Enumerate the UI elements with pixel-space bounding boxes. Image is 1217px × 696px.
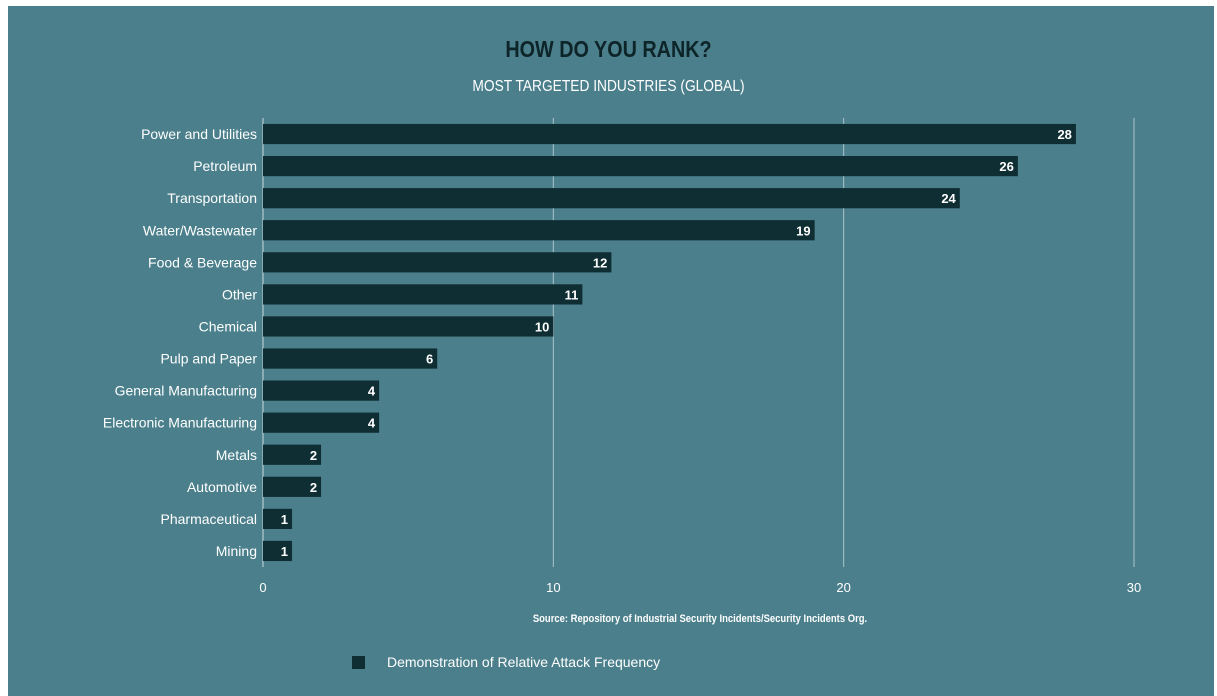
data-label: 26 [999,159,1013,174]
category-label: Power and Utilities [141,126,257,142]
category-label: Transportation [167,190,257,206]
bar [263,252,612,273]
category-label: Other [222,286,257,302]
category-label: Electronic Manufacturing [103,415,257,431]
data-label: 1 [281,512,288,527]
bar [263,540,293,562]
category-label: Metals [216,447,257,463]
category-label: Mining [216,543,257,559]
x-tick-label: 30 [1127,580,1141,595]
category-label: Petroleum [193,158,257,174]
chart-title: HOW DO YOU RANK? [505,36,712,62]
data-label: 28 [1057,127,1071,142]
x-tick-label: 0 [259,580,266,595]
x-tick-label: 10 [546,580,560,595]
bar [263,444,322,465]
data-label: 10 [535,319,549,334]
bar [263,156,1018,177]
bar [263,508,293,529]
data-label: 4 [368,384,376,399]
legend-swatch [352,655,365,669]
gridlines [262,118,1135,567]
bar [263,412,380,433]
data-label: 2 [310,448,317,463]
data-label: 1 [281,544,288,559]
chart-subtitle: MOST TARGETED INDUSTRIES (GLOBAL) [472,78,745,95]
bar [263,188,960,209]
category-label: Food & Beverage [148,254,257,270]
bar [263,220,815,241]
source-note: Source: Repository of Industrial Securit… [532,613,868,625]
bar [263,476,322,497]
legend-label: Demonstration of Relative Attack Frequen… [387,654,661,670]
data-label: 4 [368,416,376,431]
category-label: General Manufacturing [115,383,257,399]
data-label: 12 [593,255,607,270]
bar [263,123,1076,145]
data-label: 6 [426,352,433,367]
category-label: Automotive [187,479,257,495]
data-label: 19 [796,223,810,238]
chart-background [8,6,1214,696]
bars [263,123,1076,562]
data-label: 2 [310,480,317,495]
bar [263,316,554,337]
category-label: Pulp and Paper [160,351,257,367]
category-label: Water/Wastewater [143,222,257,238]
legend: Demonstration of Relative Attack Frequen… [352,652,660,672]
category-label: Chemical [199,318,257,334]
x-tick-label: 20 [836,580,850,595]
data-label: 11 [565,287,579,302]
bar [263,380,380,401]
bar [263,284,583,305]
category-label: Pharmaceutical [161,511,258,527]
data-label: 24 [941,191,956,206]
bar [263,348,438,369]
